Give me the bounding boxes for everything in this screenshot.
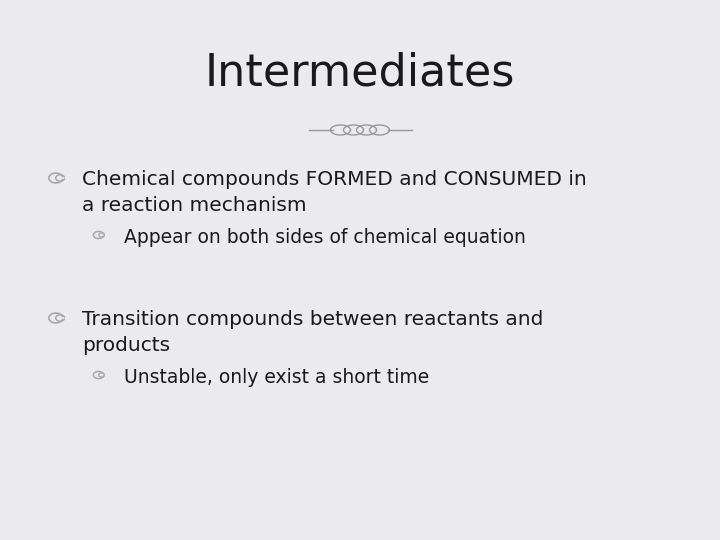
Text: Unstable, only exist a short time: Unstable, only exist a short time	[124, 368, 429, 387]
Text: Appear on both sides of chemical equation: Appear on both sides of chemical equatio…	[124, 228, 526, 247]
Text: Chemical compounds FORMED and CONSUMED in
a reaction mechanism: Chemical compounds FORMED and CONSUMED i…	[82, 170, 587, 215]
Text: Transition compounds between reactants and
products: Transition compounds between reactants a…	[82, 310, 544, 355]
Text: Intermediates: Intermediates	[204, 52, 516, 95]
